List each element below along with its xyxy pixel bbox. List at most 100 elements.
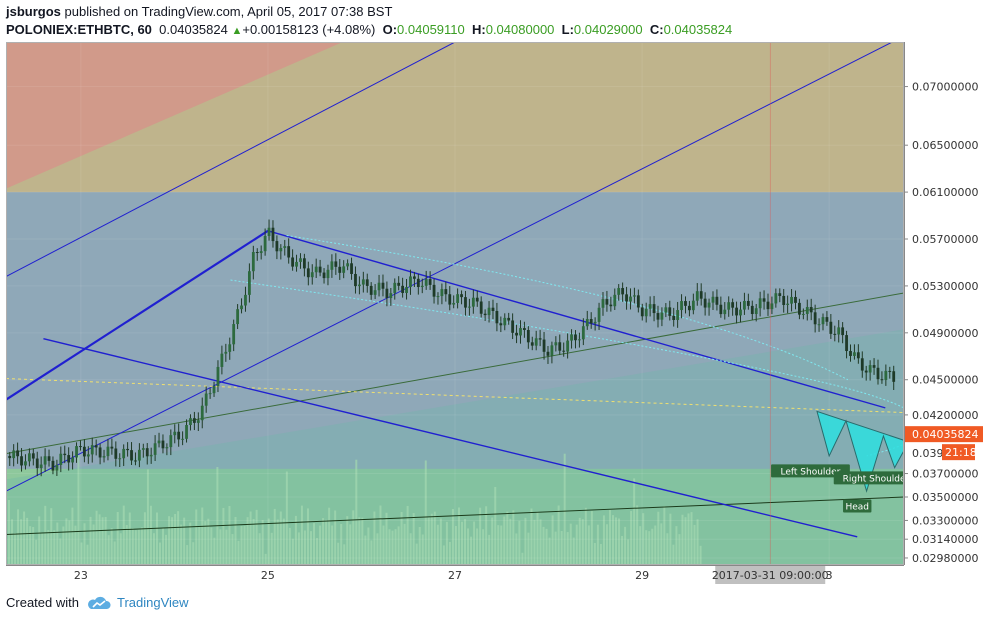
candle-body [479,301,483,314]
candle-body [310,272,314,278]
candle-body [153,443,157,455]
volume-bar [83,523,86,565]
volume-bar [497,525,500,565]
price-tick-label: 0.06100000 [912,186,978,199]
volume-bar [122,505,125,565]
annotation-text: Head [845,503,869,513]
annotation-bg [843,499,872,513]
volume-bar [32,526,35,565]
volume-bar [77,454,80,565]
candle-body [161,440,165,449]
candle-body [534,338,538,346]
candle-body [169,435,173,448]
candle-body [676,310,680,321]
candle-body [122,448,126,459]
volume-bar [512,510,515,565]
volume-bar [213,537,216,565]
volume-bar [409,533,412,565]
volume-bar [201,507,204,565]
volume-bar [146,469,149,565]
volume-bar [581,519,584,565]
arc-line-upper [286,234,849,381]
volume-bar [264,553,267,565]
candle-body [719,304,723,315]
author-name[interactable]: jsburgos [6,4,61,19]
volume-bar [86,544,89,565]
candle-body [566,340,570,352]
volume-bar [642,513,645,565]
volume-bar [663,506,666,565]
open-value: 0.04059110 [397,22,465,37]
volume-bar [382,525,385,565]
candle-body [228,344,232,352]
candle-body [601,299,605,308]
volume-bar [319,525,322,565]
volume-bar [355,459,358,565]
candle-body [853,352,856,356]
candle-body [605,299,609,305]
price-chart[interactable]: Left Shoulder Head Right Shoulder [6,42,904,565]
candle-body [189,418,192,426]
candle-body [358,284,361,287]
candle-body [636,295,640,308]
candle-body [499,323,503,326]
volume-bar [376,533,379,565]
volume-bar [630,510,633,565]
volume-bar [68,520,71,565]
candle-body [621,288,625,295]
volume-bar [267,518,270,565]
volume-bar [183,517,186,565]
candle-body [385,288,389,299]
volume-bar [651,528,654,565]
candle-body [59,453,63,465]
chart-frame [6,42,904,565]
candle-body [860,358,864,371]
volume-bar [569,523,572,565]
partial-tick-label: 0.039 [912,447,944,460]
candle-body [405,287,408,293]
candle-body [872,365,876,368]
candle-body [841,327,845,336]
candle-body [16,450,19,457]
volume-bar [473,521,476,565]
candle-body [868,365,872,373]
volume-bar [159,542,161,565]
volume-bar [228,506,231,565]
price-axis[interactable]: 0.07000000 0.06500000 0.06100000 0.05700000… [904,42,983,565]
volume-bar [104,516,107,565]
annotation-bg [771,464,850,478]
volume-bar [370,540,373,565]
volume-bar [249,511,252,565]
volume-bar [364,535,367,565]
gann-fan-line [6,292,904,455]
candle-body [648,304,652,309]
volume-bar [584,507,587,565]
volume-bar [328,507,331,565]
candle-body [574,334,577,341]
candle-body [581,326,585,340]
candle-body [137,449,141,461]
volume-bar [98,514,101,565]
candle-body [845,335,848,352]
last-price-label: 0.04035824 [912,428,978,441]
last-price-badge [905,426,983,443]
time-axis[interactable]: 232527293572017-03-31 09:00:00 [6,565,904,585]
candle-body [39,464,43,469]
candle-body [743,300,746,310]
candle-body [247,271,251,295]
candle-body [703,298,707,308]
candle-body [491,307,495,311]
volume-bar [639,526,642,565]
volume-bar [427,517,430,565]
candle-body [240,305,243,310]
volume-bar [699,545,702,565]
tradingview-link[interactable]: TradingView [116,595,189,610]
candle-body [542,339,546,352]
volume-bar [587,525,590,565]
candle-body [79,446,82,448]
volume-bar [605,524,608,565]
volume-bar [134,530,137,565]
volume-bar [442,545,445,565]
candle-body [452,302,456,305]
volume-bar [44,505,47,565]
